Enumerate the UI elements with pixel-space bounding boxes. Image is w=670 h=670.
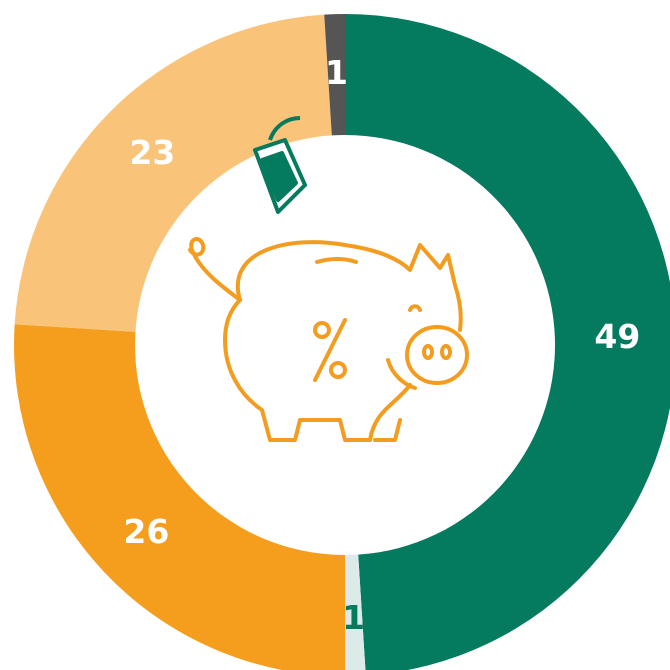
value-label: 1 — [342, 598, 365, 637]
donut-slice — [14, 324, 345, 670]
value-label: 49 — [594, 317, 640, 356]
piggy-bank-icon — [190, 239, 467, 440]
chart: 49 1 26 23 1 — [0, 0, 670, 670]
value-label: 26 — [123, 512, 169, 551]
slices — [14, 14, 670, 670]
value-label: 23 — [129, 133, 175, 172]
page: {"chart_data": {"type": "donut", "values… — [0, 0, 670, 670]
value-label: 1 — [325, 53, 348, 92]
